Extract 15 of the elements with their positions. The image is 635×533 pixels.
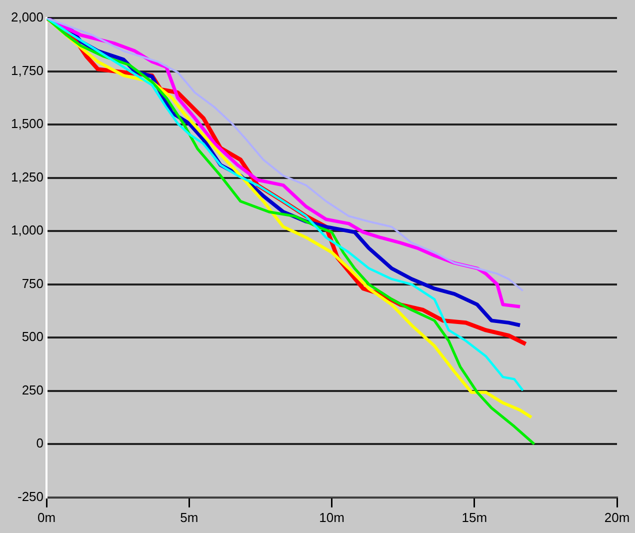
y-tick-label: -250 <box>18 488 44 504</box>
y-tick-label: 2,000 <box>10 10 44 25</box>
y-tick-label: 1,750 <box>10 62 44 78</box>
y-tick-label: 500 <box>22 329 44 344</box>
y-tick-label: 0 <box>36 436 44 451</box>
x-tick-label: 10m <box>319 510 344 525</box>
x-tick-label: 0m <box>38 510 56 525</box>
x-tick-label: 15m <box>462 510 488 525</box>
y-tick-label: 250 <box>22 382 44 398</box>
x-tick-label: 5m <box>180 510 198 525</box>
y-tick-label: 1,500 <box>10 116 44 132</box>
x-tick-label: 20m <box>604 510 630 525</box>
y-tick-label: 1,250 <box>10 169 44 184</box>
y-tick-label: 750 <box>22 276 44 291</box>
y-tick-label: 1,000 <box>10 222 44 238</box>
